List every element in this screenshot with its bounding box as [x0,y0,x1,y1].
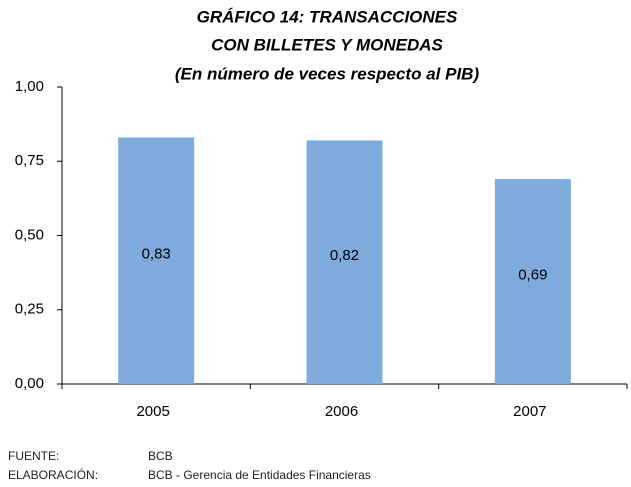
chart-title: GRÁFICO 14: TRANSACCIONES [197,7,458,26]
chart-subtitle: (En número de veces respecto al PIB) [175,64,480,83]
bar [118,137,195,384]
y-tick-label: 0,00 [15,375,44,392]
bar [306,140,383,384]
y-tick-label: 0,50 [15,226,44,243]
bar [494,179,571,384]
note-text: BCB [148,449,173,463]
note-label: FUENTE: [8,449,59,463]
x-tick-label: 2006 [325,403,358,420]
value-label: 0,69 [518,267,547,284]
y-tick-label: 0,75 [15,152,44,169]
y-tick-label: 0,25 [15,301,44,318]
value-label: 0,83 [142,246,171,263]
y-tick-label: 1,00 [15,78,44,95]
note-label: ELABORACIÓN: [8,467,98,482]
x-tick-label: 2007 [513,403,546,420]
chart-title: CON BILLETES Y MONEDAS [211,35,443,54]
note-text: BCB - Gerencia de Entidades Financieras [148,468,371,482]
x-tick-label: 2005 [136,403,169,420]
value-label: 0,82 [330,247,359,264]
